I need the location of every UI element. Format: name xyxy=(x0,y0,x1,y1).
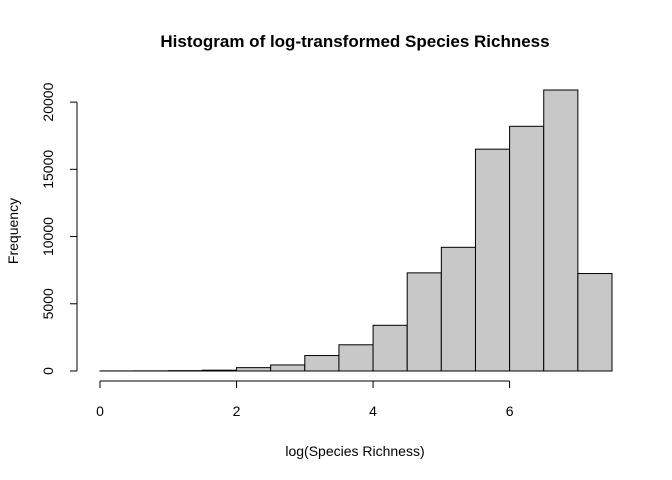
histogram-bar-12 xyxy=(509,125,545,372)
y-axis: 0 5000 10000 15000 20000 xyxy=(40,82,78,375)
histogram-bar-11 xyxy=(474,148,511,372)
x-axis: 0 2 4 6 xyxy=(96,380,514,419)
y-tick-label-2: 10000 xyxy=(40,217,56,256)
bars-group xyxy=(99,89,613,372)
x-axis-label: log(Species Richness) xyxy=(285,443,424,459)
histogram-bar-3 xyxy=(201,369,238,372)
histogram-bar-10 xyxy=(440,246,476,372)
histogram-bar-5 xyxy=(270,364,306,372)
histogram-bar-7 xyxy=(338,344,374,372)
x-tick-label-1: 2 xyxy=(233,403,241,419)
x-tick-label-2: 4 xyxy=(369,403,377,419)
x-tick-label-0: 0 xyxy=(96,403,104,419)
histogram-bar-9 xyxy=(406,272,442,372)
y-tick-label-3: 15000 xyxy=(40,150,56,189)
y-tick-label-1: 5000 xyxy=(40,288,56,319)
histogram-bar-6 xyxy=(304,355,340,372)
x-tick-label-3: 6 xyxy=(506,403,514,419)
histogram-bar-8 xyxy=(372,324,408,372)
y-tick-label-4: 20000 xyxy=(40,82,56,121)
chart-title: Histogram of log-transformed Species Ric… xyxy=(160,32,549,51)
y-axis-label: Frequency xyxy=(5,198,21,264)
histogram-bar-13 xyxy=(543,89,579,372)
histogram-bar-14 xyxy=(577,273,613,372)
y-tick-label-0: 0 xyxy=(40,367,56,375)
histogram-bar-4 xyxy=(236,367,272,372)
